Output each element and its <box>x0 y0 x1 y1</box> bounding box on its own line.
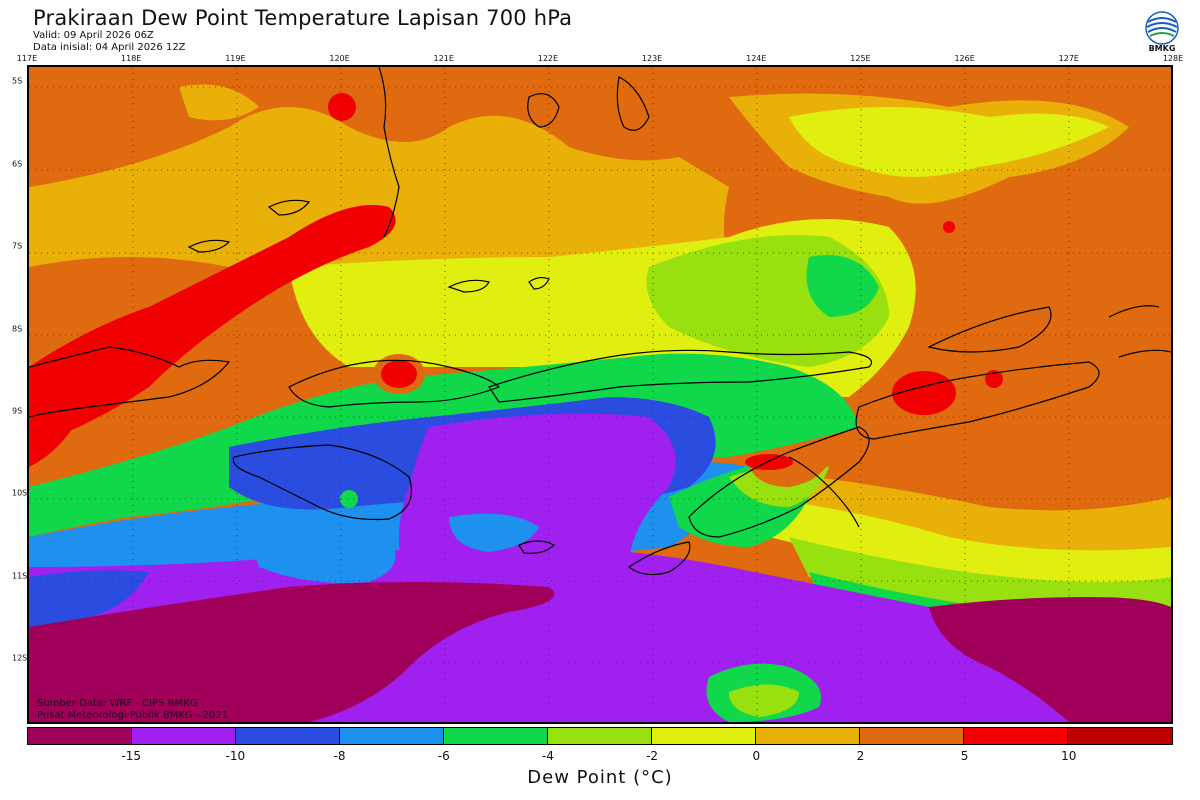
colorbar-tick-label: -4 <box>541 749 554 763</box>
lat-label: 9S <box>12 406 23 416</box>
colorbar-segment <box>340 728 444 744</box>
field-blue-sw <box>29 570 149 627</box>
colorbar-segment <box>756 728 860 744</box>
lon-label: 120E <box>329 54 350 63</box>
lat-label: 12S <box>12 653 28 663</box>
colorbar-segment <box>652 728 756 744</box>
colorbar-tick-label: -10 <box>225 749 246 763</box>
colorbar-segment <box>444 728 548 744</box>
field-yellow-orange-nw <box>29 107 729 285</box>
field-orange-east <box>889 335 1109 447</box>
dewpoint-field <box>29 67 1171 722</box>
field-red-west <box>29 205 396 447</box>
lon-label: 128E <box>1162 54 1184 63</box>
lat-label: 5S <box>12 76 23 86</box>
lon-label: 118E <box>121 54 142 63</box>
lon-label: 123E <box>641 54 663 63</box>
colorbar-segment <box>236 728 340 744</box>
field-yellow-orange-patch <box>179 84 259 121</box>
field-green-dot <box>340 490 358 508</box>
colorbar-label: Dew Point (°C) <box>527 767 673 788</box>
colorbar-segment <box>1068 728 1172 744</box>
field-lightblue-patch <box>449 513 539 552</box>
field-red-sumbawa <box>381 360 417 388</box>
lat-label: 7S <box>12 241 23 251</box>
lon-label: 124E <box>746 54 767 63</box>
colorbar <box>27 727 1173 745</box>
grid-lines <box>29 67 1171 722</box>
coastlines <box>29 67 1171 576</box>
field-red-west-2 <box>29 397 89 467</box>
colorbar-tick-label: 5 <box>960 749 969 763</box>
lon-label: 121E <box>433 54 454 63</box>
credit-source: Sumber Data: WRF - CIPS BMKG <box>37 698 198 709</box>
map-area <box>27 65 1173 724</box>
field-magenta-sw <box>29 582 554 722</box>
colorbar-tick-label: -15 <box>121 749 141 763</box>
field-yellow-south <box>749 497 1171 591</box>
init-time: Data inisial: 04 April 2026 12Z <box>33 42 186 53</box>
valid-time: Valid: 09 April 2026 06Z <box>33 30 154 41</box>
colorbar-tick-label: 10 <box>1061 749 1077 763</box>
colorbar-tick-label: -6 <box>437 749 450 763</box>
lon-label: 126E <box>954 54 975 63</box>
colorbar-segment <box>548 728 652 744</box>
lat-label: 6S <box>12 159 23 169</box>
field-red-blob-north <box>328 93 356 121</box>
lat-label: 11S <box>12 571 28 581</box>
colorbar-tick-label: -2 <box>646 749 659 763</box>
colorbar-segment <box>860 728 964 744</box>
field-yellow-ne <box>789 107 1109 177</box>
lon-label: 122E <box>537 54 559 63</box>
field-red-dot <box>943 221 955 233</box>
colorbar-segment <box>964 728 1068 744</box>
field-red-east-small <box>985 370 1003 388</box>
lon-label: 117E <box>16 54 38 63</box>
field-lightblue-sw <box>249 532 396 583</box>
bmkg-logo-icon <box>1145 11 1179 45</box>
field-purple-central <box>399 413 676 627</box>
lat-label: 10S <box>12 488 28 498</box>
colorbar-segment <box>132 728 236 744</box>
colorbar-tick-label: -8 <box>333 749 346 763</box>
colorbar-tick-label: 0 <box>752 749 761 763</box>
credit-org: Pusat Meteorologi Publik BMKG - 2021 <box>37 710 229 721</box>
map-title: Prakiraan Dew Point Temperature Lapisan … <box>33 6 573 30</box>
colorbar-tick-label: 2 <box>856 749 865 763</box>
lon-label: 119E <box>225 54 246 63</box>
field-magenta-se <box>929 597 1171 722</box>
field-lightgreen-bottom <box>729 684 799 717</box>
lon-label: 127E <box>1058 54 1079 63</box>
field-red-east <box>892 371 956 415</box>
lon-label: 125E <box>850 54 871 63</box>
logo-text: BMKG <box>1148 44 1176 53</box>
field-red-timor <box>745 454 793 470</box>
lat-label: 8S <box>12 324 23 334</box>
colorbar-segment <box>28 728 132 744</box>
